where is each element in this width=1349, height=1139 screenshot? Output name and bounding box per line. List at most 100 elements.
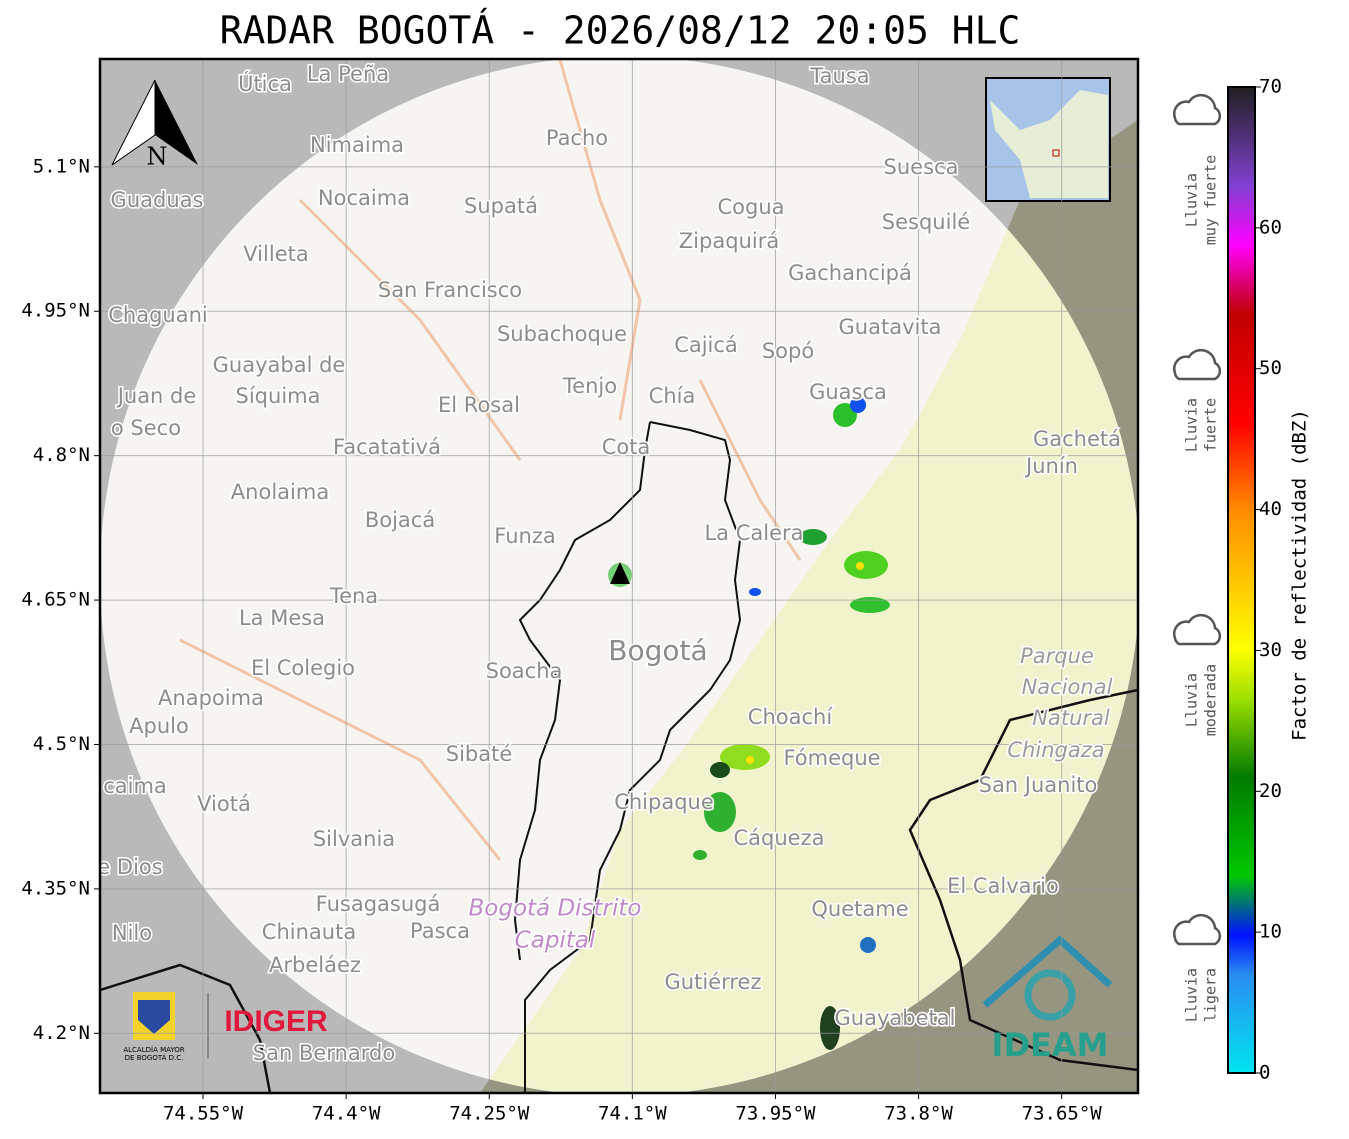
place-label: Chipaque (614, 790, 714, 814)
place-label: Tausa (809, 64, 869, 88)
intensity-label: Lluvia (1183, 398, 1201, 452)
place-label: Cogua (717, 195, 784, 219)
place-label: Apulo (129, 714, 189, 738)
colorbar-label: Factor de reflectividad (dBZ) (1289, 409, 1311, 741)
place-label: Tenjo (562, 374, 617, 398)
y-tick-label: 4.35°N (21, 877, 90, 899)
place-label: Bojacá (365, 508, 435, 532)
place-label: El Colegio (251, 656, 355, 680)
logo-caption: DE BOGOTÁ D.C. (125, 1053, 184, 1062)
x-tick-label: 74.55°W (163, 1103, 244, 1125)
place-label: Guayabetal (835, 1006, 956, 1030)
place-label: Viotá (197, 792, 251, 816)
intensity-label: Lluvia (1183, 968, 1201, 1022)
colorbar (1227, 86, 1256, 1074)
x-tick-label: 73.95°W (735, 1103, 816, 1125)
place-label: Juan de (116, 384, 197, 408)
place-label: e Dios (97, 855, 162, 879)
place-label: San Francisco (378, 278, 522, 302)
place-label: Tena (329, 584, 378, 608)
place-label: Fómeque (783, 746, 880, 770)
place-label: La Mesa (239, 606, 325, 630)
x-tick-label: 73.65°W (1022, 1103, 1103, 1125)
y-tick-label: 5.1°N (33, 155, 90, 177)
colorbar-tick-label: 60 (1259, 216, 1282, 238)
colorbar-tick-label: 70 (1259, 76, 1282, 98)
title: RADAR BOGOTÁ - 2026/08/12 20:05 HLC (220, 9, 1021, 53)
place-label: Síquima (236, 384, 321, 408)
place-label: Anolaima (231, 480, 329, 504)
place-label: San Bernardo (253, 1041, 395, 1065)
place-label: Nocaima (318, 186, 410, 210)
place-label: Anapoima (158, 686, 264, 710)
place-label: Bogotá (608, 634, 707, 667)
place-label: Guatavita (839, 315, 942, 339)
place-label: Útica (238, 71, 292, 96)
place-label: Parque (1020, 644, 1094, 668)
weather-icon (1172, 93, 1222, 126)
intensity-label: Lluvia (1183, 173, 1201, 227)
place-label: Suesca (884, 155, 959, 179)
intensity-label: fuerte (1202, 398, 1220, 452)
y-tick-label: 4.95°N (21, 300, 90, 322)
place-label: Funza (494, 524, 555, 548)
place-label: Arbeláez (269, 953, 361, 977)
place-label: Nimaima (310, 133, 404, 157)
intensity-label: moderada (1202, 664, 1220, 736)
y-tick-label: 4.65°N (21, 589, 90, 611)
place-label: Nacional (1022, 675, 1113, 699)
place-label: La Calera (704, 521, 803, 545)
place-label: Guaduas (111, 188, 204, 212)
x-tick-label: 73.8°W (884, 1103, 953, 1125)
place-label: Chaguani (108, 303, 208, 327)
place-label: Silvania (313, 827, 395, 851)
map-frame (98, 57, 1140, 1095)
place-label: Villeta (243, 242, 308, 266)
weather-icon (1172, 613, 1222, 646)
place-label: Fusagasugá (316, 892, 441, 916)
place-label: Nilo (112, 921, 152, 945)
x-tick-label: 74.4°W (312, 1103, 381, 1125)
place-label: Gachancipá (788, 261, 912, 285)
place-label: caima (103, 774, 167, 798)
y-tick-label: 4.5°N (33, 733, 90, 755)
weather-icon (1172, 348, 1222, 381)
place-label: Gutiérrez (665, 970, 762, 994)
place-label: San Juanito (979, 773, 1098, 797)
intensity-label: ligera (1202, 968, 1220, 1022)
place-label: El Rosal (438, 393, 520, 417)
logo-text: IDIGER (224, 1005, 328, 1038)
place-label: La Peña (307, 62, 389, 86)
colorbar-tick-label: 10 (1259, 921, 1282, 943)
place-label: Facatativá (333, 435, 441, 459)
place-label: Supatá (464, 194, 538, 218)
place-label: Subachoque (497, 322, 627, 346)
place-label: Pacho (546, 126, 608, 150)
place-label: Guasca (809, 380, 887, 404)
place-label: Quetame (811, 897, 908, 921)
logo-caption: ALCALDÍA MAYOR (123, 1045, 184, 1054)
place-label: Soacha (486, 659, 563, 683)
place-label: Choachí (748, 705, 834, 729)
place-label: Natural (1032, 706, 1110, 730)
y-tick-label: 4.2°N (33, 1022, 90, 1044)
map-area: La Peña Útica Tausa Pacho Nimaima Guaduas Noca… (97, 59, 1138, 1093)
place-label: Guayabal de (213, 353, 346, 377)
place-label: Sesquilé (882, 210, 970, 234)
place-label: Cáqueza (734, 826, 825, 850)
compass: N (147, 143, 168, 171)
intensity-label: muy fuerte (1202, 155, 1220, 245)
x-tick-label: 74.25°W (449, 1103, 530, 1125)
colorbar-tick-label: 50 (1259, 357, 1282, 379)
place-label: Bogotá Distrito (469, 896, 642, 922)
place-label: Chingaza (1007, 738, 1104, 762)
place-label: Zipaquirá (679, 229, 779, 253)
colorbar-tick-label: 0 (1259, 1062, 1270, 1084)
y-tick-label: 4.8°N (33, 444, 90, 466)
place-label: Cota (602, 435, 651, 459)
place-label: Gachetá (1033, 427, 1121, 451)
place-label: Sopó (762, 339, 814, 363)
place-label: Cajicá (674, 333, 738, 357)
